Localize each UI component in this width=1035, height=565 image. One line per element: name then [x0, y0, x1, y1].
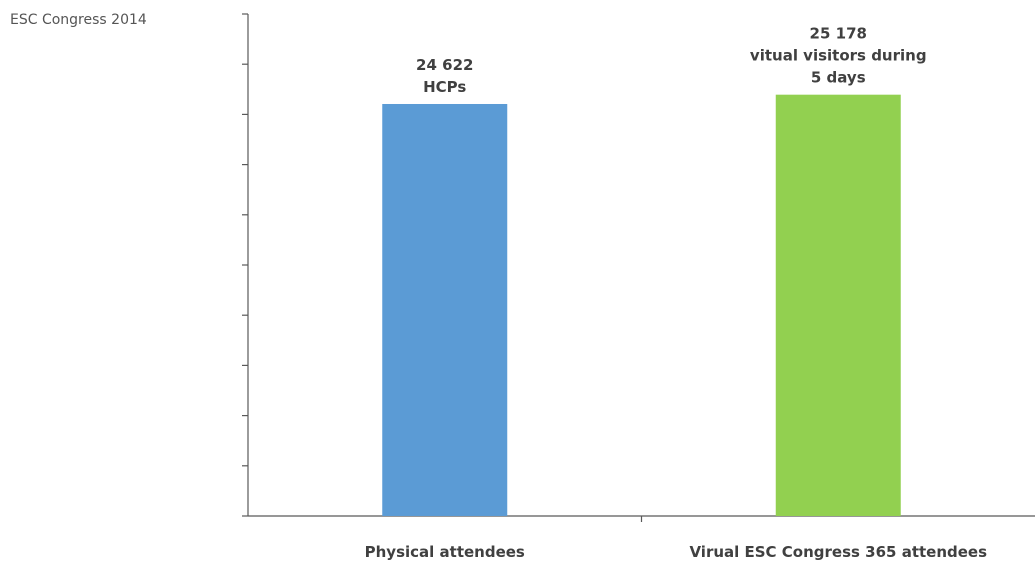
chart-bars	[382, 95, 901, 516]
chart-data-labels: 24 622 HCPs 25 178 vitual visitors during 5 …	[416, 25, 927, 96]
chart-category-labels: Physical attendees Virual ESC Congress 36…	[365, 543, 987, 561]
bar-2-data-label-line-3: 5 days	[811, 69, 866, 87]
bar-1-data-label-line-2: HCPs	[423, 78, 466, 96]
chart-title: ESC Congress 2014	[10, 12, 147, 28]
bar-1	[382, 104, 507, 516]
category-label-1: Physical attendees	[365, 543, 525, 561]
bar-1-data-label-line-1: 24 622	[416, 56, 473, 74]
bar-2-data-label-line-1: 25 178	[810, 25, 867, 43]
category-label-2: Virual ESC Congress 365 attendees	[689, 543, 987, 561]
bar-2-data-label-line-2: vitual visitors during	[750, 47, 927, 65]
bar-2	[776, 95, 901, 516]
chart-axes	[242, 14, 1035, 522]
